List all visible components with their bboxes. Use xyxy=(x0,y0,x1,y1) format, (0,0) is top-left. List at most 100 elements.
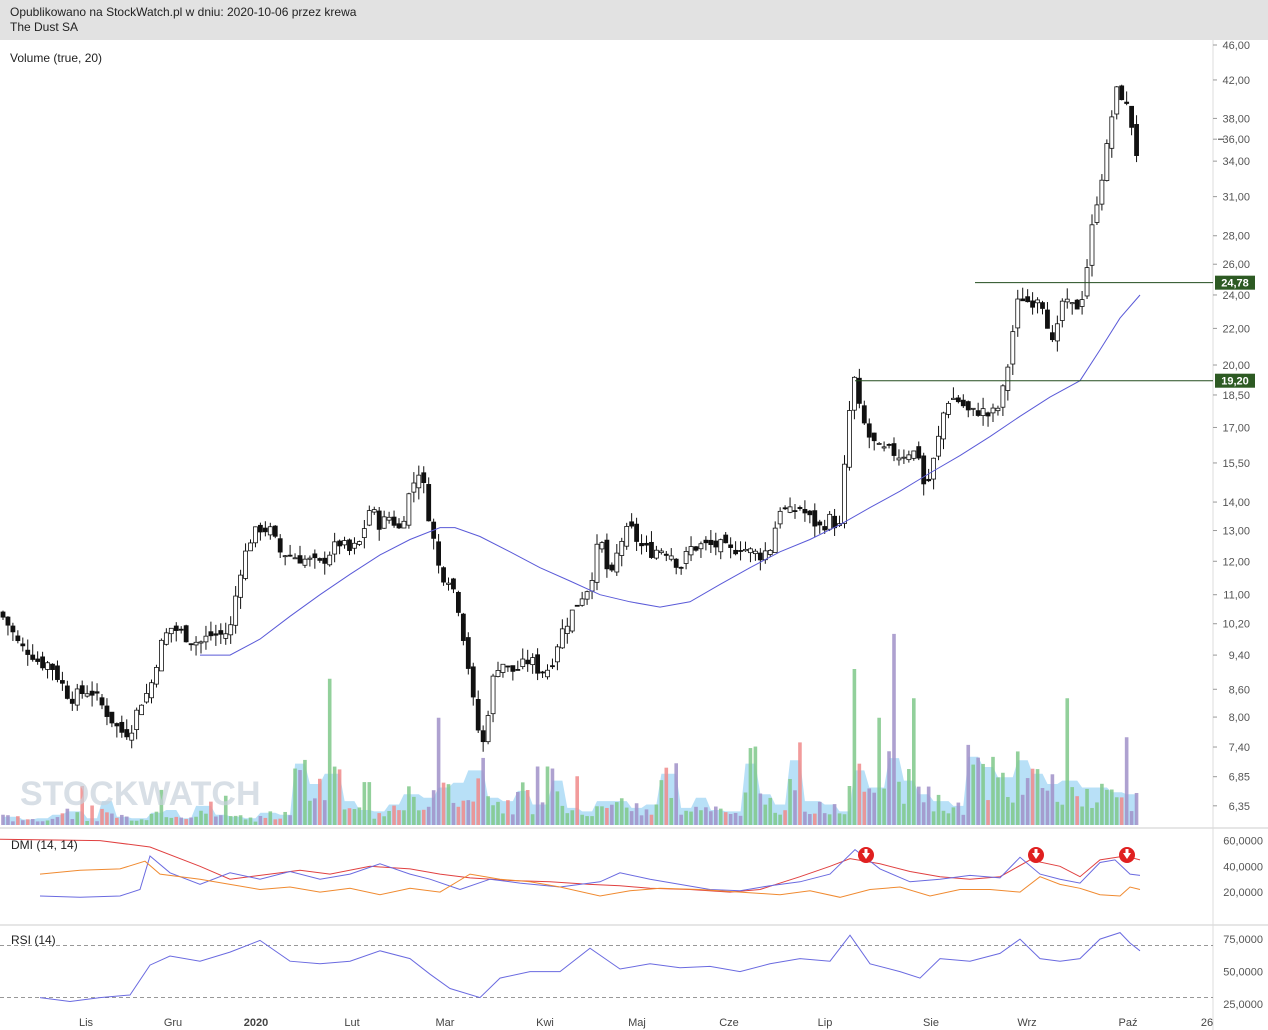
volume-bar xyxy=(847,786,852,825)
candle-body xyxy=(1035,299,1040,304)
volume-bar xyxy=(674,763,678,825)
volume-bar xyxy=(204,813,208,825)
candle-body xyxy=(109,711,115,724)
candle-body xyxy=(802,508,808,514)
candle-body xyxy=(817,521,823,526)
volume-bar xyxy=(605,807,609,825)
candle-body xyxy=(1084,267,1090,297)
volume-bar xyxy=(1110,789,1114,825)
candle-body xyxy=(777,510,783,525)
volume-bar xyxy=(159,789,164,825)
volume-bar xyxy=(699,810,703,825)
candle-body xyxy=(436,541,442,566)
volume-bar xyxy=(659,780,664,825)
candle-body xyxy=(733,549,738,555)
volume-bar xyxy=(1129,811,1134,825)
price-tick-label: 24,00 xyxy=(1222,290,1250,302)
candle-body xyxy=(253,526,258,544)
candle-body xyxy=(79,685,85,695)
volume-bar xyxy=(778,814,782,825)
volume-bar xyxy=(268,811,273,825)
volume-bar xyxy=(144,820,149,825)
candle-body xyxy=(406,493,412,526)
volume-bar xyxy=(1006,797,1010,825)
x-tick-label: Gru xyxy=(164,1017,182,1029)
volume-bar xyxy=(367,782,372,825)
volume-bar xyxy=(768,797,773,825)
candle-body xyxy=(490,675,496,715)
price-tick-label: 46,00 xyxy=(1222,40,1250,52)
volume-bar xyxy=(560,805,565,825)
volume-bar xyxy=(228,816,233,825)
candle-body xyxy=(1059,300,1065,321)
candle-body xyxy=(411,482,417,493)
candle-body xyxy=(446,582,451,585)
candle-body xyxy=(460,613,466,641)
candle-body xyxy=(1020,298,1026,302)
candle-body xyxy=(248,542,253,552)
candle-body xyxy=(530,657,536,666)
volume-bar xyxy=(615,802,619,825)
candle-body xyxy=(619,540,625,556)
candle-body xyxy=(995,407,1001,412)
level-label: 24,78 xyxy=(1221,278,1249,290)
candle-body xyxy=(738,550,743,552)
candle-body xyxy=(936,435,941,457)
price-tick-label: 18,50 xyxy=(1222,390,1250,402)
candle-body xyxy=(728,544,734,548)
x-tick-label: Paź xyxy=(1119,1017,1138,1029)
candle-body xyxy=(609,564,615,571)
volume-bar xyxy=(139,819,144,825)
candle-body xyxy=(218,630,224,635)
candle-body xyxy=(347,539,352,551)
volume-bar xyxy=(788,778,792,825)
volume-bar xyxy=(327,678,332,825)
price-tick-label: 8,60 xyxy=(1229,684,1250,696)
volume-bar xyxy=(857,763,862,825)
volume-bar xyxy=(634,803,639,825)
volume-bar xyxy=(80,786,84,825)
price-tick-label: 9,40 xyxy=(1229,650,1250,662)
volume-bar xyxy=(362,782,367,825)
volume-bar xyxy=(209,801,213,825)
rsi-indicator-label: RSI (14) xyxy=(11,933,56,947)
candle-body xyxy=(861,405,867,424)
volume-bar xyxy=(882,788,886,825)
candle-body xyxy=(896,457,902,461)
volume-bar xyxy=(491,805,495,825)
price-tick-label: 22,00 xyxy=(1222,323,1250,335)
candle-body xyxy=(955,397,961,403)
volume-bar xyxy=(471,801,476,825)
volume-bar xyxy=(921,802,926,825)
volume-bar xyxy=(773,812,777,825)
candle-body xyxy=(20,643,26,647)
stockwatch-watermark: STOCKWATCH xyxy=(20,775,261,813)
volume-bar xyxy=(570,810,575,825)
volume-bar xyxy=(124,816,129,825)
candle-body xyxy=(238,574,244,598)
candle-body xyxy=(965,401,971,411)
volume-bar xyxy=(1119,797,1124,825)
volume-bar xyxy=(758,793,763,825)
candle-body xyxy=(257,524,263,533)
dmi-indicator-label: DMI (14, 14) xyxy=(11,838,78,852)
volume-bar xyxy=(709,811,713,825)
volume-bar xyxy=(303,759,307,825)
candle-body xyxy=(381,516,387,529)
volume-bar xyxy=(1060,804,1065,825)
volume-bar xyxy=(1030,768,1035,825)
candle-body xyxy=(941,412,946,440)
volume-bar xyxy=(426,806,431,825)
volume-bar xyxy=(1020,794,1025,825)
candle-body xyxy=(510,665,516,672)
candle-body xyxy=(366,510,372,526)
volume-bar xyxy=(120,814,124,825)
candle-body xyxy=(297,555,303,564)
candle-body xyxy=(901,456,907,459)
candle-body xyxy=(282,555,288,558)
volume-bar xyxy=(684,810,688,825)
candle-body xyxy=(505,665,511,668)
candle-body xyxy=(307,557,313,560)
volume-bar xyxy=(407,786,411,825)
price-panel: 24,78 19,20 xyxy=(0,84,1255,752)
